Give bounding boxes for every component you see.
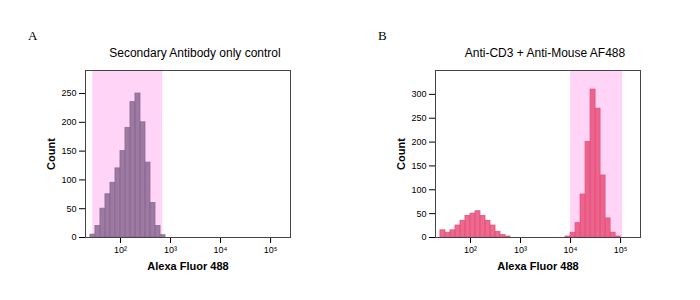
html-text:Anti-CD3 + Anti-Mouse AF488: Anti-CD3 + Anti-Mouse AF488 bbox=[464, 46, 626, 60]
svg-text:Count: Count bbox=[45, 138, 57, 170]
svg-text:250: 250 bbox=[61, 88, 76, 98]
svg-text:10⁵: 10⁵ bbox=[614, 245, 628, 255]
html-text:A: A bbox=[28, 28, 38, 43]
svg-text:50: 50 bbox=[416, 209, 426, 219]
svg-text:10⁴: 10⁴ bbox=[214, 245, 228, 255]
html-text:B: B bbox=[378, 28, 387, 43]
svg-text:10³: 10³ bbox=[514, 245, 527, 255]
svg-text:Count: Count bbox=[395, 138, 407, 170]
svg-text:150: 150 bbox=[61, 146, 76, 156]
svg-text:10⁵: 10⁵ bbox=[264, 245, 278, 255]
svg-text:10²: 10² bbox=[464, 245, 477, 255]
svg-text:Alexa Fluor 488: Alexa Fluor 488 bbox=[147, 260, 228, 272]
html-text:Secondary Antibody only contro: Secondary Antibody only control bbox=[109, 46, 281, 60]
svg-text:0: 0 bbox=[71, 232, 76, 242]
svg-text:10³: 10³ bbox=[164, 245, 177, 255]
svg-text:300: 300 bbox=[411, 89, 426, 99]
svg-text:10⁴: 10⁴ bbox=[564, 245, 578, 255]
svg-text:200: 200 bbox=[411, 137, 426, 147]
svg-text:Alexa Fluor 488: Alexa Fluor 488 bbox=[497, 260, 578, 272]
svg-text:10²: 10² bbox=[114, 245, 127, 255]
svg-text:100: 100 bbox=[61, 175, 76, 185]
svg-text:0: 0 bbox=[421, 232, 426, 242]
svg-text:150: 150 bbox=[411, 161, 426, 171]
svg-text:50: 50 bbox=[66, 204, 76, 214]
svg-text:100: 100 bbox=[411, 185, 426, 195]
svg-text:250: 250 bbox=[411, 113, 426, 123]
svg-text:200: 200 bbox=[61, 117, 76, 127]
